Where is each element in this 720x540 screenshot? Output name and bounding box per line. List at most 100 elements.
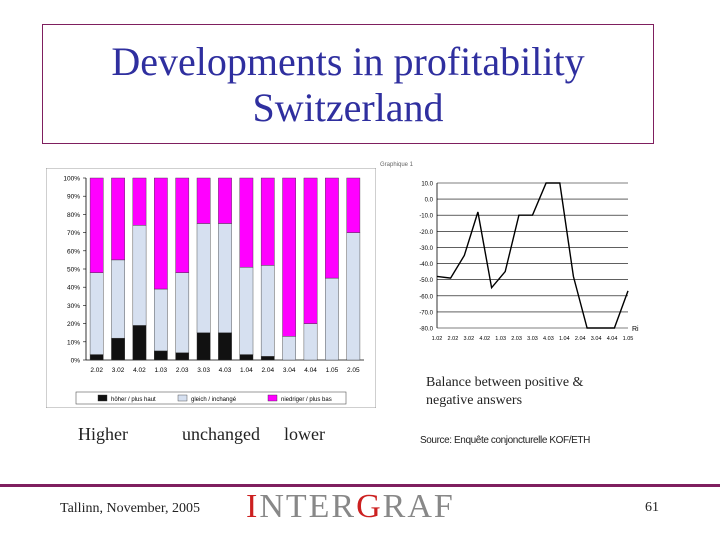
bar-segment-lower xyxy=(303,177,318,324)
bar-x-tick-label: 2.03 xyxy=(176,367,189,374)
bar-x-tick-label: 3.03 xyxy=(197,367,210,374)
bar-y-tick-label: 20% xyxy=(67,321,80,328)
bar-segment-lower xyxy=(175,177,190,273)
bar-segment-unchanged xyxy=(89,272,104,355)
slide-title-line-2: Switzerland xyxy=(252,85,444,130)
line-x-tick-label: 1.03 xyxy=(495,336,506,342)
bar-x-tick-label: 4.04 xyxy=(304,367,317,374)
bar-y-tick-label: 10% xyxy=(67,339,80,346)
intergraf-logo: INTERGRAF xyxy=(246,488,455,526)
line-y-tick-label: -50.0 xyxy=(419,278,433,284)
bar-y-tick-label: 30% xyxy=(67,303,80,310)
bar-x-tick-label: 3.04 xyxy=(283,367,296,374)
bar-segment-unchanged xyxy=(111,259,125,339)
bar-segment-unchanged xyxy=(346,232,361,361)
bar-x-tick-label: 2.04 xyxy=(261,367,274,374)
bar-segment-lower xyxy=(325,177,339,279)
bar-segment-unchanged xyxy=(282,336,296,361)
bar-segment-unchanged xyxy=(260,265,275,357)
balance-series-line xyxy=(436,182,629,329)
bar-segment-lower xyxy=(154,177,168,290)
bar-x-tick-label: 1.03 xyxy=(155,367,168,374)
bar-segment-lower xyxy=(239,177,254,268)
bar-y-tick-label: 0% xyxy=(71,358,81,365)
line-y-tick-label: 0.0 xyxy=(425,198,434,204)
bar-legend-label: niedriger / plus bas xyxy=(281,397,332,403)
line-y-tick-label: -20.0 xyxy=(419,230,433,236)
bar-segment-higher xyxy=(89,354,104,361)
bar-segment-unchanged xyxy=(218,223,232,333)
line-y-tick-label: 10.0 xyxy=(421,182,433,188)
bar-legend-box xyxy=(75,391,347,405)
bar-segment-unchanged xyxy=(175,272,190,353)
line-x-tick-label: 2.02 xyxy=(448,336,459,342)
slide-title-line-1: Developments in profitability xyxy=(111,39,585,84)
line-series-name: Ri xyxy=(632,326,639,333)
bar-segment-higher xyxy=(111,337,125,361)
bar-segment-higher xyxy=(154,350,168,361)
line-x-tick-label: 4.03 xyxy=(543,336,554,342)
bar-y-tick-label: 90% xyxy=(67,194,80,201)
page-number: 61 xyxy=(645,500,659,515)
source-note: Source: Enquête conjoncturelle KOF/ETH xyxy=(420,435,590,446)
bar-y-tick-label: 100% xyxy=(63,176,80,183)
bar-segment-lower xyxy=(218,177,232,224)
bar-segment-lower xyxy=(346,177,361,233)
line-x-tick-label: 1.04 xyxy=(559,336,570,342)
bar-x-tick-label: 2.02 xyxy=(90,367,103,374)
line-y-tick-label: -80.0 xyxy=(419,327,433,333)
bar-segment-lower xyxy=(196,177,211,224)
bar-y-tick-label: 60% xyxy=(67,248,80,255)
bar-segment-higher xyxy=(175,352,190,361)
line-x-tick-label: 4.04 xyxy=(607,336,618,342)
line-x-tick-label: 1.02 xyxy=(432,336,443,342)
footer-divider xyxy=(0,484,720,487)
bar-legend-label: gleich / inchangé xyxy=(191,397,237,403)
bar-y-tick-label: 80% xyxy=(67,212,80,219)
legend-unchanged: unchanged xyxy=(182,424,260,444)
bar-segment-lower xyxy=(132,177,147,226)
bar-legend-swatch xyxy=(177,394,188,402)
bar-segment-unchanged xyxy=(132,225,147,326)
bar-x-tick-label: 1.05 xyxy=(326,367,339,374)
line-y-tick-label: -40.0 xyxy=(419,262,433,268)
bar-segment-higher xyxy=(196,332,211,361)
line-y-tick-label: -10.0 xyxy=(419,214,433,220)
logo-letters-raf: RAF xyxy=(382,488,455,525)
footer-location-date: Tallinn, November, 2005 xyxy=(60,501,200,516)
title-box: Developments in profitability Switzerlan… xyxy=(42,24,654,144)
bar-segment-higher xyxy=(260,356,275,361)
bar-segment-unchanged xyxy=(154,288,168,352)
line-chart-small-label: Graphique 1 xyxy=(380,162,414,168)
bar-x-tick-label: 3.02 xyxy=(112,367,125,374)
logo-letter-i: I xyxy=(246,488,260,525)
bar-segment-lower xyxy=(89,177,104,273)
line-y-tick-label: -30.0 xyxy=(419,246,433,252)
line-x-tick-label: 2.04 xyxy=(575,336,586,342)
line-y-tick-label: -70.0 xyxy=(419,310,433,316)
stacked-bar-chart: 0% 10% 20% 30% 40% 50% 60% 70% 80% 90% 100% 2.02 3.… xyxy=(46,168,376,408)
line-x-tick-label: 3.04 xyxy=(591,336,602,342)
bar-x-tick-label: 2.05 xyxy=(347,367,360,374)
bar-legend-swatch xyxy=(267,394,278,402)
bar-x-tick-label: 4.02 xyxy=(133,367,146,374)
bar-segment-higher xyxy=(218,332,232,361)
legend-higher: Higher xyxy=(78,424,128,444)
bar-segment-higher xyxy=(239,354,254,361)
legend-lower: lower xyxy=(284,424,325,444)
line-x-tick-label: 1.05 xyxy=(623,336,634,342)
bar-segment-higher xyxy=(132,325,147,361)
line-x-tick-label: 4.02 xyxy=(479,336,490,342)
logo-letters-nter: NTER xyxy=(259,488,357,525)
bar-legend-swatch xyxy=(97,394,108,402)
line-y-tick-label: -60.0 xyxy=(419,294,433,300)
bar-segment-unchanged xyxy=(196,223,211,333)
line-x-tick-label: 3.03 xyxy=(527,336,538,342)
bar-y-tick-label: 70% xyxy=(67,230,80,237)
bar-segment-lower xyxy=(282,177,296,337)
bar-y-tick-label: 40% xyxy=(67,285,80,292)
bar-segment-lower xyxy=(111,177,125,261)
line-x-tick-label: 3.02 xyxy=(463,336,474,342)
bar-segment-unchanged xyxy=(325,277,339,361)
bar-segment-unchanged xyxy=(239,266,254,355)
